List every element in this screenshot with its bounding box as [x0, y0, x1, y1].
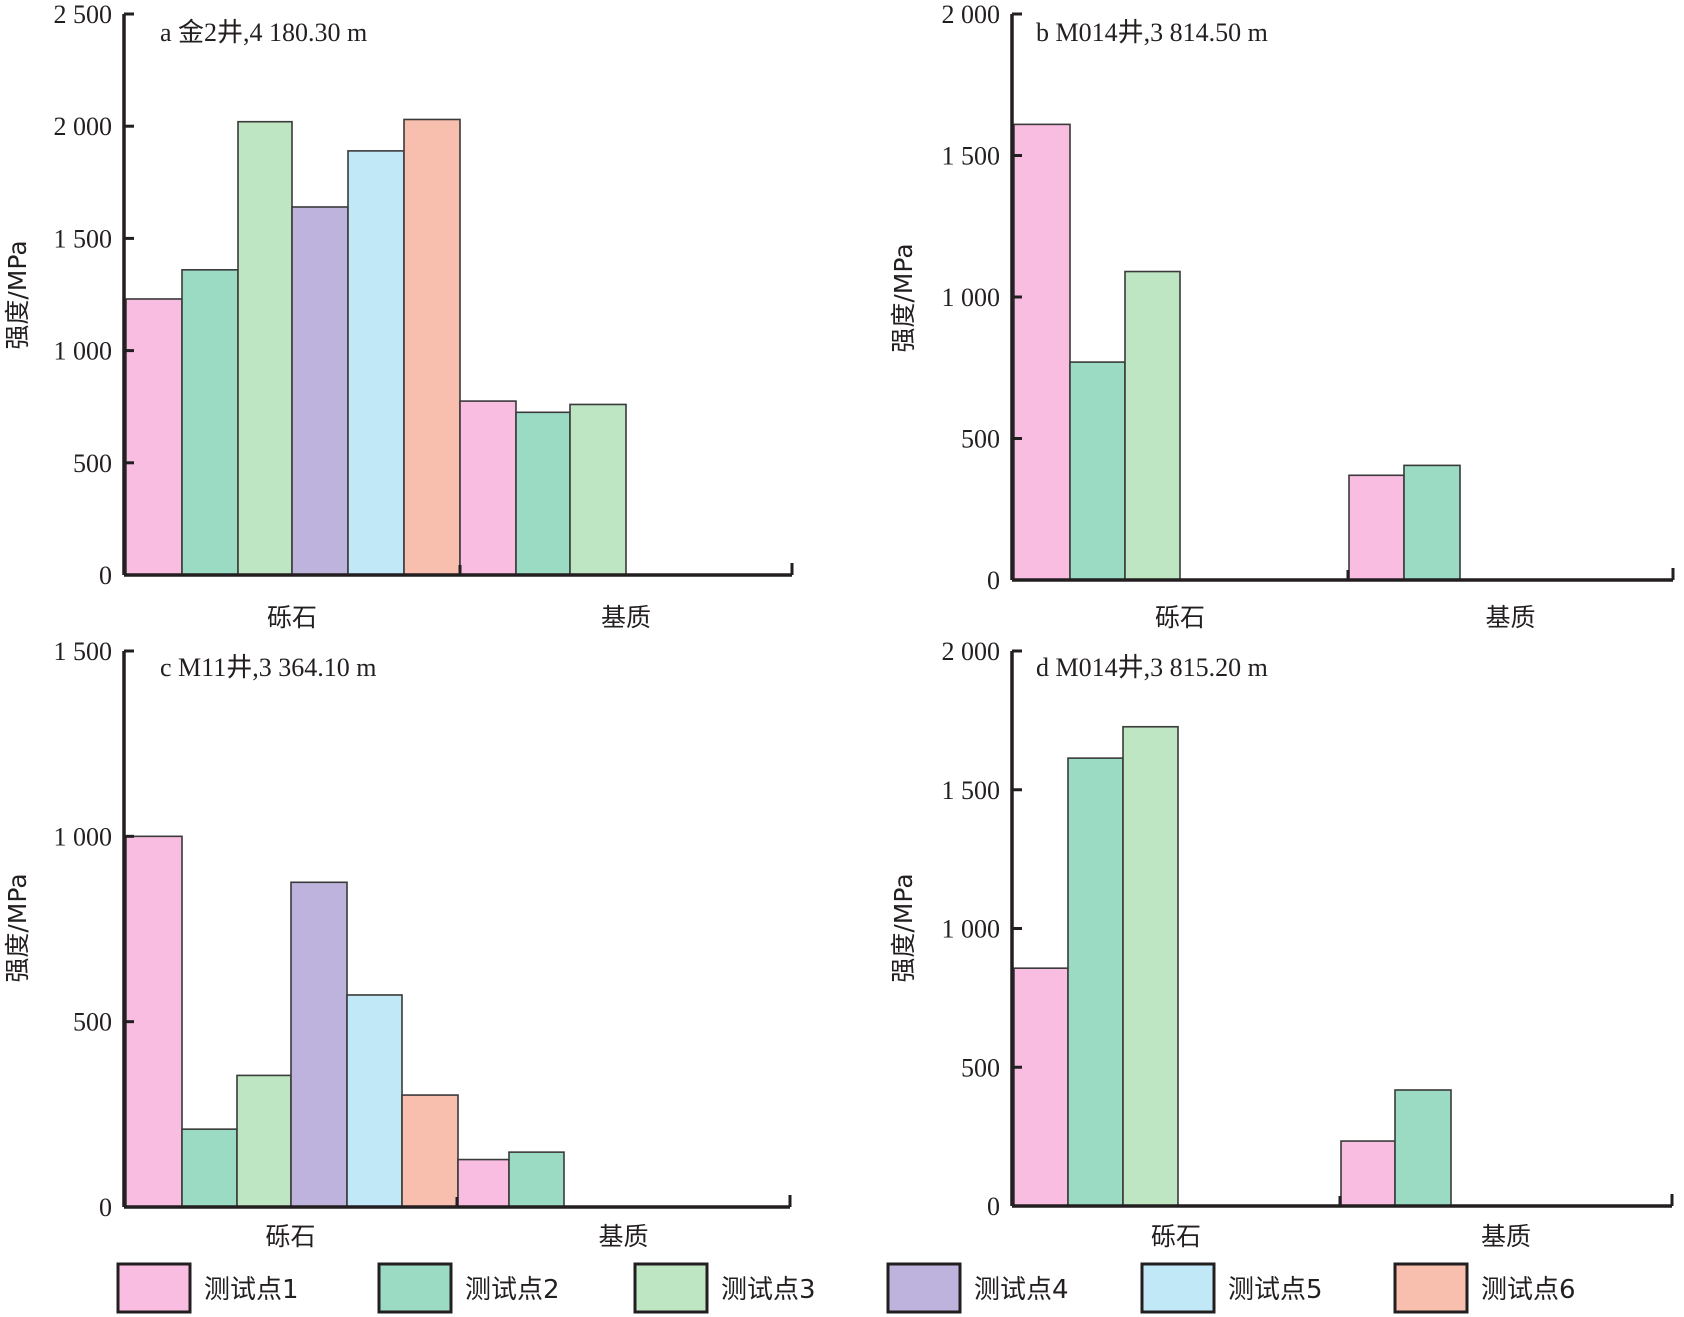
bar-d-gravel-point3: [1122, 725, 1179, 1207]
legend-item-2: 测试点2: [377, 1262, 560, 1314]
y-tick-label: 500: [961, 425, 1000, 454]
legend-swatch: [116, 1262, 192, 1314]
y-tick-label: 1 000: [54, 337, 113, 366]
bar-a-matrix-point3: [569, 403, 627, 576]
bar-a-gravel-point1: [125, 298, 183, 576]
bar-a-gravel-point6: [403, 118, 461, 576]
legend-swatch: [1393, 1262, 1469, 1314]
panel-title: a 金2井,4 180.30 m: [160, 18, 367, 47]
x-category-label: 基质: [1485, 603, 1535, 632]
bar-d-matrix-point1: [1340, 1140, 1396, 1207]
y-tick-label: 2 000: [942, 0, 1001, 29]
y-tick-label: 1 500: [942, 142, 1001, 171]
x-category-label: 基质: [1481, 1222, 1531, 1251]
legend-item-5: 测试点5: [1140, 1262, 1323, 1314]
chart-panel-b: 0 500 1 000 1 500 2 000 b M014井,3 814.50 m 强度/…: [889, 0, 1675, 632]
bar-c-matrix-point1: [457, 1158, 510, 1208]
legend-label: 测试点4: [974, 1275, 1069, 1305]
bar-d-matrix-point2: [1394, 1089, 1452, 1207]
legend-swatch: [377, 1262, 453, 1314]
x-category-label: 砾石: [265, 1222, 315, 1251]
bar-c-gravel-point4: [290, 881, 348, 1208]
bar-c-gravel-point3: [236, 1074, 292, 1208]
bar-d-gravel-point2: [1067, 757, 1124, 1207]
panel-title: d M014井,3 815.20 m: [1036, 653, 1268, 682]
y-tick-label: 1 500: [942, 776, 1001, 805]
chart-panel-a: 0 500 1 000 1 500 2 000 2 500 a 金2井,4 180.30 m…: [3, 0, 794, 632]
legend-label: 测试点1: [204, 1275, 299, 1305]
chart-panels: 0 500 1 000 1 500 2 000 2 500 a 金2井,4 180.30 m…: [3, 0, 1675, 1251]
legend-item-3: 测试点3: [633, 1262, 816, 1314]
legend: 测试点1 测试点2 测试点3 测试点4 测试点5 测试点6: [116, 1262, 1576, 1314]
x-category-label: 基质: [601, 603, 651, 632]
y-tick-label: 1 000: [942, 915, 1001, 944]
bar-d-gravel-point1: [1013, 967, 1069, 1207]
bar-c-matrix-point2: [508, 1151, 565, 1208]
bar-b-gravel-point2: [1069, 361, 1126, 581]
legend-item-4: 测试点4: [886, 1262, 1069, 1314]
bar-a-gravel-point5: [347, 150, 405, 576]
bar-b-matrix-point2: [1403, 464, 1461, 581]
y-axis-title: 强度/MPa: [3, 240, 32, 349]
y-tick-label: 500: [73, 1008, 112, 1037]
bar-c-gravel-point2: [181, 1128, 238, 1208]
legend-label: 测试点2: [465, 1275, 560, 1305]
bar-b-gravel-point3: [1124, 270, 1181, 581]
x-category-label: 基质: [598, 1222, 648, 1251]
x-category-label: 砾石: [267, 603, 317, 632]
bar-c-gravel-point5: [346, 994, 403, 1208]
chart-panel-c: 0 500 1 000 1 500 c M11井,3 364.10 m 强度/MPa 砾石 基…: [3, 637, 792, 1251]
bar-b-matrix-point1: [1348, 474, 1405, 581]
y-tick-label: 1 500: [54, 224, 113, 253]
bar-a-matrix-point2: [515, 411, 571, 576]
bar-b-gravel-point1: [1013, 123, 1071, 581]
y-tick-label: 0: [99, 1193, 112, 1222]
legend-swatch: [886, 1262, 962, 1314]
chart-panel-d: 0 500 1 000 1 500 2 000 d M014井,3 815.20 m 强度/…: [889, 637, 1674, 1251]
bar-a-gravel-point3: [237, 120, 293, 576]
y-tick-label: 500: [961, 1053, 1000, 1082]
legend-item-1: 测试点1: [116, 1262, 299, 1314]
x-category-label: 砾石: [1155, 603, 1205, 632]
legend-label: 测试点5: [1228, 1275, 1323, 1305]
legend-label: 测试点3: [721, 1275, 816, 1305]
legend-swatch: [1140, 1262, 1216, 1314]
y-tick-label: 0: [987, 1192, 1000, 1221]
bar-c-gravel-point6: [401, 1094, 459, 1208]
legend-item-6: 测试点6: [1393, 1262, 1576, 1314]
y-tick-label: 500: [73, 449, 112, 478]
y-tick-label: 0: [99, 561, 112, 590]
panel-title: b M014井,3 814.50 m: [1036, 18, 1268, 47]
bar-c-gravel-point1: [125, 835, 183, 1208]
y-tick-label: 1 000: [942, 283, 1001, 312]
y-tick-label: 2 500: [54, 0, 113, 29]
y-tick-label: 2 000: [54, 112, 113, 141]
y-tick-label: 1 500: [54, 637, 113, 666]
legend-label: 测试点6: [1481, 1275, 1576, 1305]
bar-a-gravel-point2: [181, 269, 239, 576]
bar-a-gravel-point4: [291, 206, 349, 576]
y-axis-title: 强度/MPa: [889, 873, 918, 982]
y-tick-label: 2 000: [942, 637, 1001, 666]
bar-a-matrix-point1: [459, 400, 517, 576]
y-tick-label: 1 000: [54, 822, 113, 851]
y-tick-label: 0: [987, 566, 1000, 595]
x-category-label: 砾石: [1151, 1222, 1201, 1251]
y-axis-title: 强度/MPa: [889, 243, 918, 352]
y-axis-title: 强度/MPa: [3, 873, 32, 982]
panel-title: c M11井,3 364.10 m: [160, 653, 376, 682]
legend-swatch: [633, 1262, 709, 1314]
